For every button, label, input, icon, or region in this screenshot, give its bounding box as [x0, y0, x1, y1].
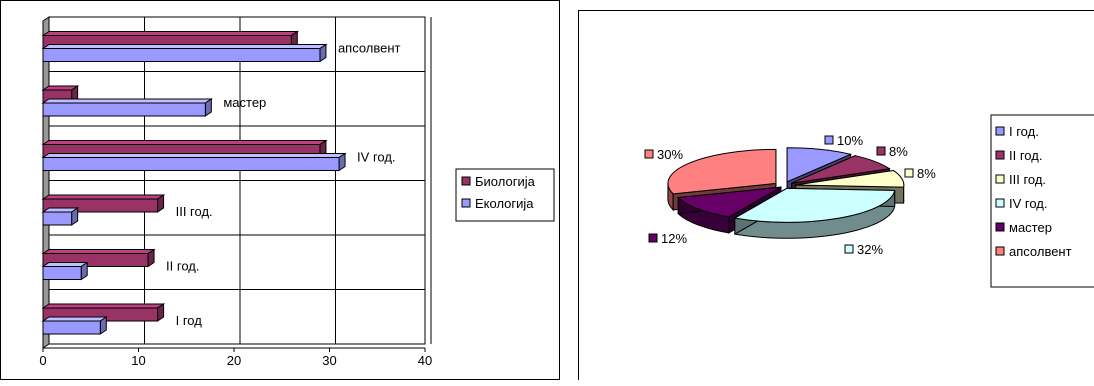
category-label: мастер: [223, 95, 266, 110]
category-label: IV год.: [357, 150, 396, 165]
category-label: III год.: [176, 204, 213, 219]
legend: I год. II год. III год. IV год. мастер апсолв…: [991, 115, 1094, 287]
legend-label: II год.: [1009, 148, 1042, 163]
bar-top: [43, 32, 297, 36]
x-tick-label: 20: [227, 353, 241, 368]
value-label: 12%: [661, 231, 687, 246]
bar-chart: 0 10 20 30 40 I год II год. III год. IV год. маст…: [1, 1, 561, 381]
value-label: 8%: [889, 144, 908, 159]
bar-top: [43, 141, 326, 145]
bar: [43, 158, 339, 171]
value-label: 32%: [857, 242, 883, 257]
value-label-swatch: [877, 147, 885, 155]
value-label-swatch: [649, 234, 657, 242]
bar: [43, 321, 100, 334]
bar-top: [43, 250, 154, 254]
value-label-swatch: [825, 136, 833, 144]
plot-side-wall: [43, 17, 49, 348]
category-label: I год: [176, 313, 203, 328]
bar-top: [43, 304, 164, 308]
legend-label: Биологија: [475, 174, 536, 189]
bar: [43, 49, 320, 62]
legend-label: мастер: [1009, 220, 1052, 235]
bar-top: [43, 195, 164, 199]
category-label: апсолвент: [338, 41, 401, 56]
x-tick-label: 10: [131, 353, 145, 368]
bar: [43, 267, 81, 280]
x-tick-label: 0: [39, 353, 46, 368]
legend-swatch: [996, 175, 1004, 183]
legend-swatch: [996, 199, 1004, 207]
value-label: 8%: [917, 166, 936, 181]
x-tick-label: 30: [322, 353, 336, 368]
legend-swatch: [996, 151, 1004, 159]
pie-chart-panel: 10% 8% 8% 32% 12% 30% I год. II год. III год. IV …: [578, 10, 1094, 380]
bar-top: [43, 154, 345, 158]
bar-top: [43, 317, 106, 321]
legend: Биологија Екологија: [456, 169, 554, 221]
legend-swatch: [996, 127, 1004, 135]
value-label-swatch: [845, 245, 853, 253]
legend-label: Екологија: [475, 196, 534, 211]
legend-swatch: [462, 177, 470, 185]
legend-label: апсолвент: [1009, 244, 1072, 259]
legend-label: I год.: [1009, 124, 1039, 139]
legend-label: III год.: [1009, 172, 1046, 187]
legend-swatch: [996, 247, 1004, 255]
value-label: 10%: [837, 133, 863, 148]
pie-chart: 10% 8% 8% 32% 12% 30% I год. II год. III год. IV …: [579, 11, 1094, 381]
legend-swatch: [996, 223, 1004, 231]
bar-top: [43, 45, 326, 49]
bar-top: [43, 99, 211, 103]
value-label-swatch: [645, 150, 653, 158]
bar: [43, 103, 205, 116]
value-label: 30%: [657, 147, 683, 162]
legend-label: IV год.: [1009, 196, 1048, 211]
x-tick-label: 40: [418, 353, 432, 368]
value-label-swatch: [905, 169, 913, 177]
bar: [43, 212, 72, 225]
category-label: II год.: [166, 259, 199, 274]
bar-chart-panel: 0 10 20 30 40 I год II год. III год. IV год. маст…: [0, 0, 560, 380]
legend-swatch: [462, 199, 470, 207]
bar-top: [43, 263, 87, 267]
